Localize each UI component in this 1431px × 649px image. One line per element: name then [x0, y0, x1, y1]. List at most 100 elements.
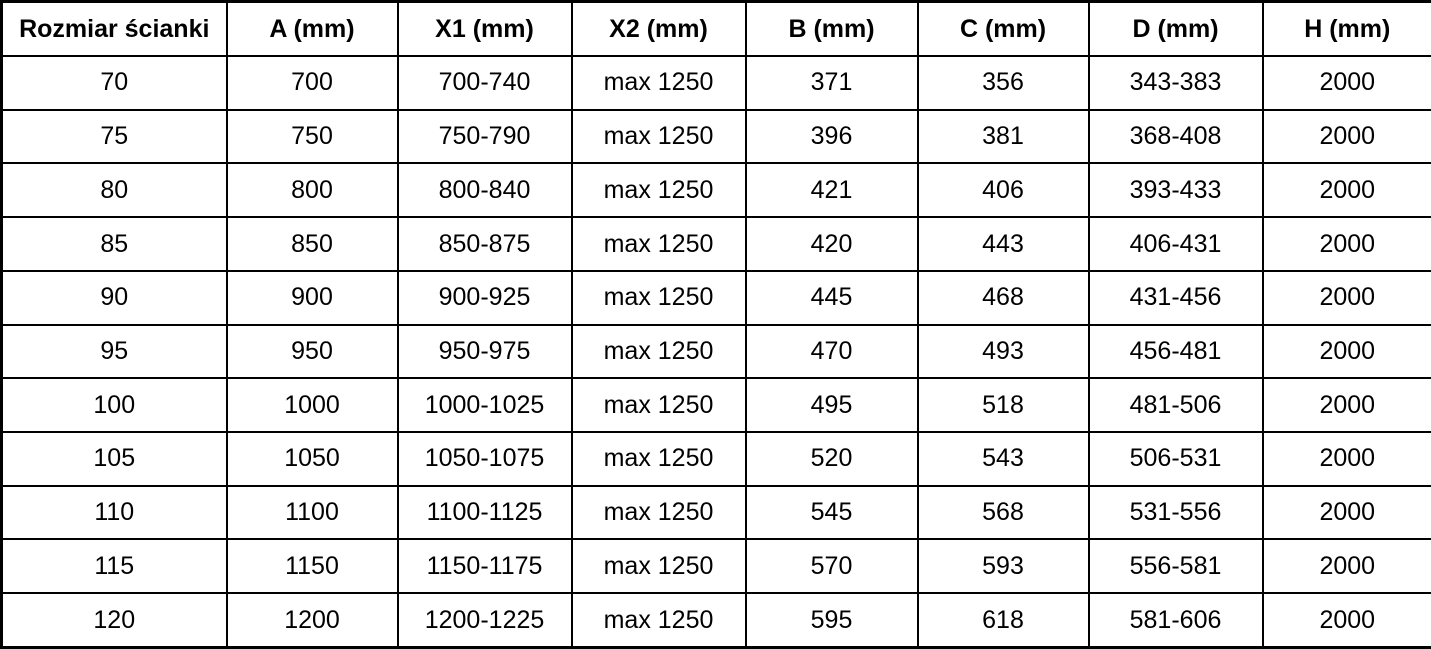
table-cell: 750	[225, 108, 399, 165]
table-row: 70 700 700-740 max 1250 371 356 343-383 2000	[0, 55, 1431, 111]
table-header: Rozmiar ścianki A (mm) X1 (mm) X2 (mm) B (mm…	[0, 0, 1431, 57]
table-cell: 456-481	[1087, 323, 1264, 380]
table-cell: 800-840	[396, 162, 573, 219]
table-cell: 381	[916, 108, 1090, 165]
table-cell: 900	[225, 269, 399, 326]
table-cell: 750-790	[396, 108, 573, 165]
table-row: 115 1150 1150-1175 max 1250 570 593 556-581 200…	[0, 538, 1431, 595]
table-row: 75 750 750-790 max 1250 396 381 368-408 2000	[0, 108, 1431, 165]
header-cell: A (mm)	[225, 0, 399, 57]
table-body: 70 700 700-740 max 1250 371 356 343-383 2000 75 7…	[0, 55, 1431, 649]
table-cell: 850	[225, 216, 399, 272]
table-cell: max 1250	[570, 484, 747, 541]
table-cell: 1000-1025	[396, 377, 573, 434]
table-cell: max 1250	[570, 269, 747, 326]
table-cell: 100	[0, 377, 228, 434]
table-cell: 1150-1175	[396, 538, 573, 595]
table-cell: 470	[744, 323, 919, 380]
table-cell: 80	[0, 162, 228, 219]
table-cell: 543	[916, 431, 1090, 487]
table-cell: 371	[744, 55, 919, 111]
table-cell: max 1250	[570, 377, 747, 434]
table-cell: 443	[916, 216, 1090, 272]
table-row: 120 1200 1200-1225 max 1250 595 618 581-606 200…	[0, 592, 1431, 649]
table-cell: 531-556	[1087, 484, 1264, 541]
table-cell: 2000	[1261, 538, 1431, 595]
table-row: 95 950 950-975 max 1250 470 493 456-481 2000	[0, 323, 1431, 380]
table-cell: 595	[744, 592, 919, 649]
header-row: Rozmiar ścianki A (mm) X1 (mm) X2 (mm) B (mm…	[0, 0, 1431, 57]
table-cell: 800	[225, 162, 399, 219]
table-cell: max 1250	[570, 216, 747, 272]
table-row: 110 1100 1100-1125 max 1250 545 568 531-556 200…	[0, 484, 1431, 541]
table-cell: max 1250	[570, 538, 747, 595]
table-cell: 850-875	[396, 216, 573, 272]
table-cell: 618	[916, 592, 1090, 649]
table-cell: 481-506	[1087, 377, 1264, 434]
table-cell: 85	[0, 216, 228, 272]
table-cell: 368-408	[1087, 108, 1264, 165]
table-cell: 950	[225, 323, 399, 380]
table-cell: 1050-1075	[396, 431, 573, 487]
header-cell: X1 (mm)	[396, 0, 573, 57]
header-cell: Rozmiar ścianki	[0, 0, 228, 57]
header-cell: X2 (mm)	[570, 0, 747, 57]
header-cell: C (mm)	[916, 0, 1090, 57]
table-cell: 700	[225, 55, 399, 111]
table-cell: max 1250	[570, 55, 747, 111]
table-cell: 421	[744, 162, 919, 219]
table-cell: max 1250	[570, 592, 747, 649]
table-row: 100 1000 1000-1025 max 1250 495 518 481-506 200…	[0, 377, 1431, 434]
table-cell: 1200	[225, 592, 399, 649]
table-cell: 2000	[1261, 216, 1431, 272]
table-cell: 495	[744, 377, 919, 434]
table-cell: 2000	[1261, 108, 1431, 165]
table-cell: 90	[0, 269, 228, 326]
table-cell: 2000	[1261, 484, 1431, 541]
table-cell: max 1250	[570, 323, 747, 380]
table-cell: 95	[0, 323, 228, 380]
table-cell: 356	[916, 55, 1090, 111]
table-cell: 2000	[1261, 323, 1431, 380]
table-cell: 420	[744, 216, 919, 272]
table-cell: 506-531	[1087, 431, 1264, 487]
table-row: 105 1050 1050-1075 max 1250 520 543 506-531 200…	[0, 431, 1431, 487]
table-cell: 700-740	[396, 55, 573, 111]
table-cell: 468	[916, 269, 1090, 326]
table-cell: 445	[744, 269, 919, 326]
header-cell: H (mm)	[1261, 0, 1431, 57]
table-cell: 568	[916, 484, 1090, 541]
header-cell: D (mm)	[1087, 0, 1264, 57]
table-cell: 518	[916, 377, 1090, 434]
table-cell: 1050	[225, 431, 399, 487]
table-cell: 1000	[225, 377, 399, 434]
table-row: 80 800 800-840 max 1250 421 406 393-433 2000	[0, 162, 1431, 219]
table-row: 85 850 850-875 max 1250 420 443 406-431 2000	[0, 216, 1431, 272]
table-cell: 1100-1125	[396, 484, 573, 541]
table-cell: max 1250	[570, 431, 747, 487]
table-cell: 950-975	[396, 323, 573, 380]
table-cell: 406-431	[1087, 216, 1264, 272]
table-cell: 900-925	[396, 269, 573, 326]
table-cell: 70	[0, 55, 228, 111]
table-cell: 545	[744, 484, 919, 541]
table-cell: 431-456	[1087, 269, 1264, 326]
table-cell: 2000	[1261, 431, 1431, 487]
table-cell: 520	[744, 431, 919, 487]
table-cell: 2000	[1261, 592, 1431, 649]
table-cell: 406	[916, 162, 1090, 219]
table-cell: 2000	[1261, 55, 1431, 111]
table-row: 90 900 900-925 max 1250 445 468 431-456 2000	[0, 269, 1431, 326]
table-cell: 2000	[1261, 377, 1431, 434]
table-cell: 1100	[225, 484, 399, 541]
table-cell: 343-383	[1087, 55, 1264, 111]
table-cell: 1200-1225	[396, 592, 573, 649]
table-cell: 105	[0, 431, 228, 487]
table-cell: 493	[916, 323, 1090, 380]
table-cell: 556-581	[1087, 538, 1264, 595]
table-cell: 2000	[1261, 269, 1431, 326]
table-cell: 393-433	[1087, 162, 1264, 219]
table-cell: 2000	[1261, 162, 1431, 219]
header-cell: B (mm)	[744, 0, 919, 57]
